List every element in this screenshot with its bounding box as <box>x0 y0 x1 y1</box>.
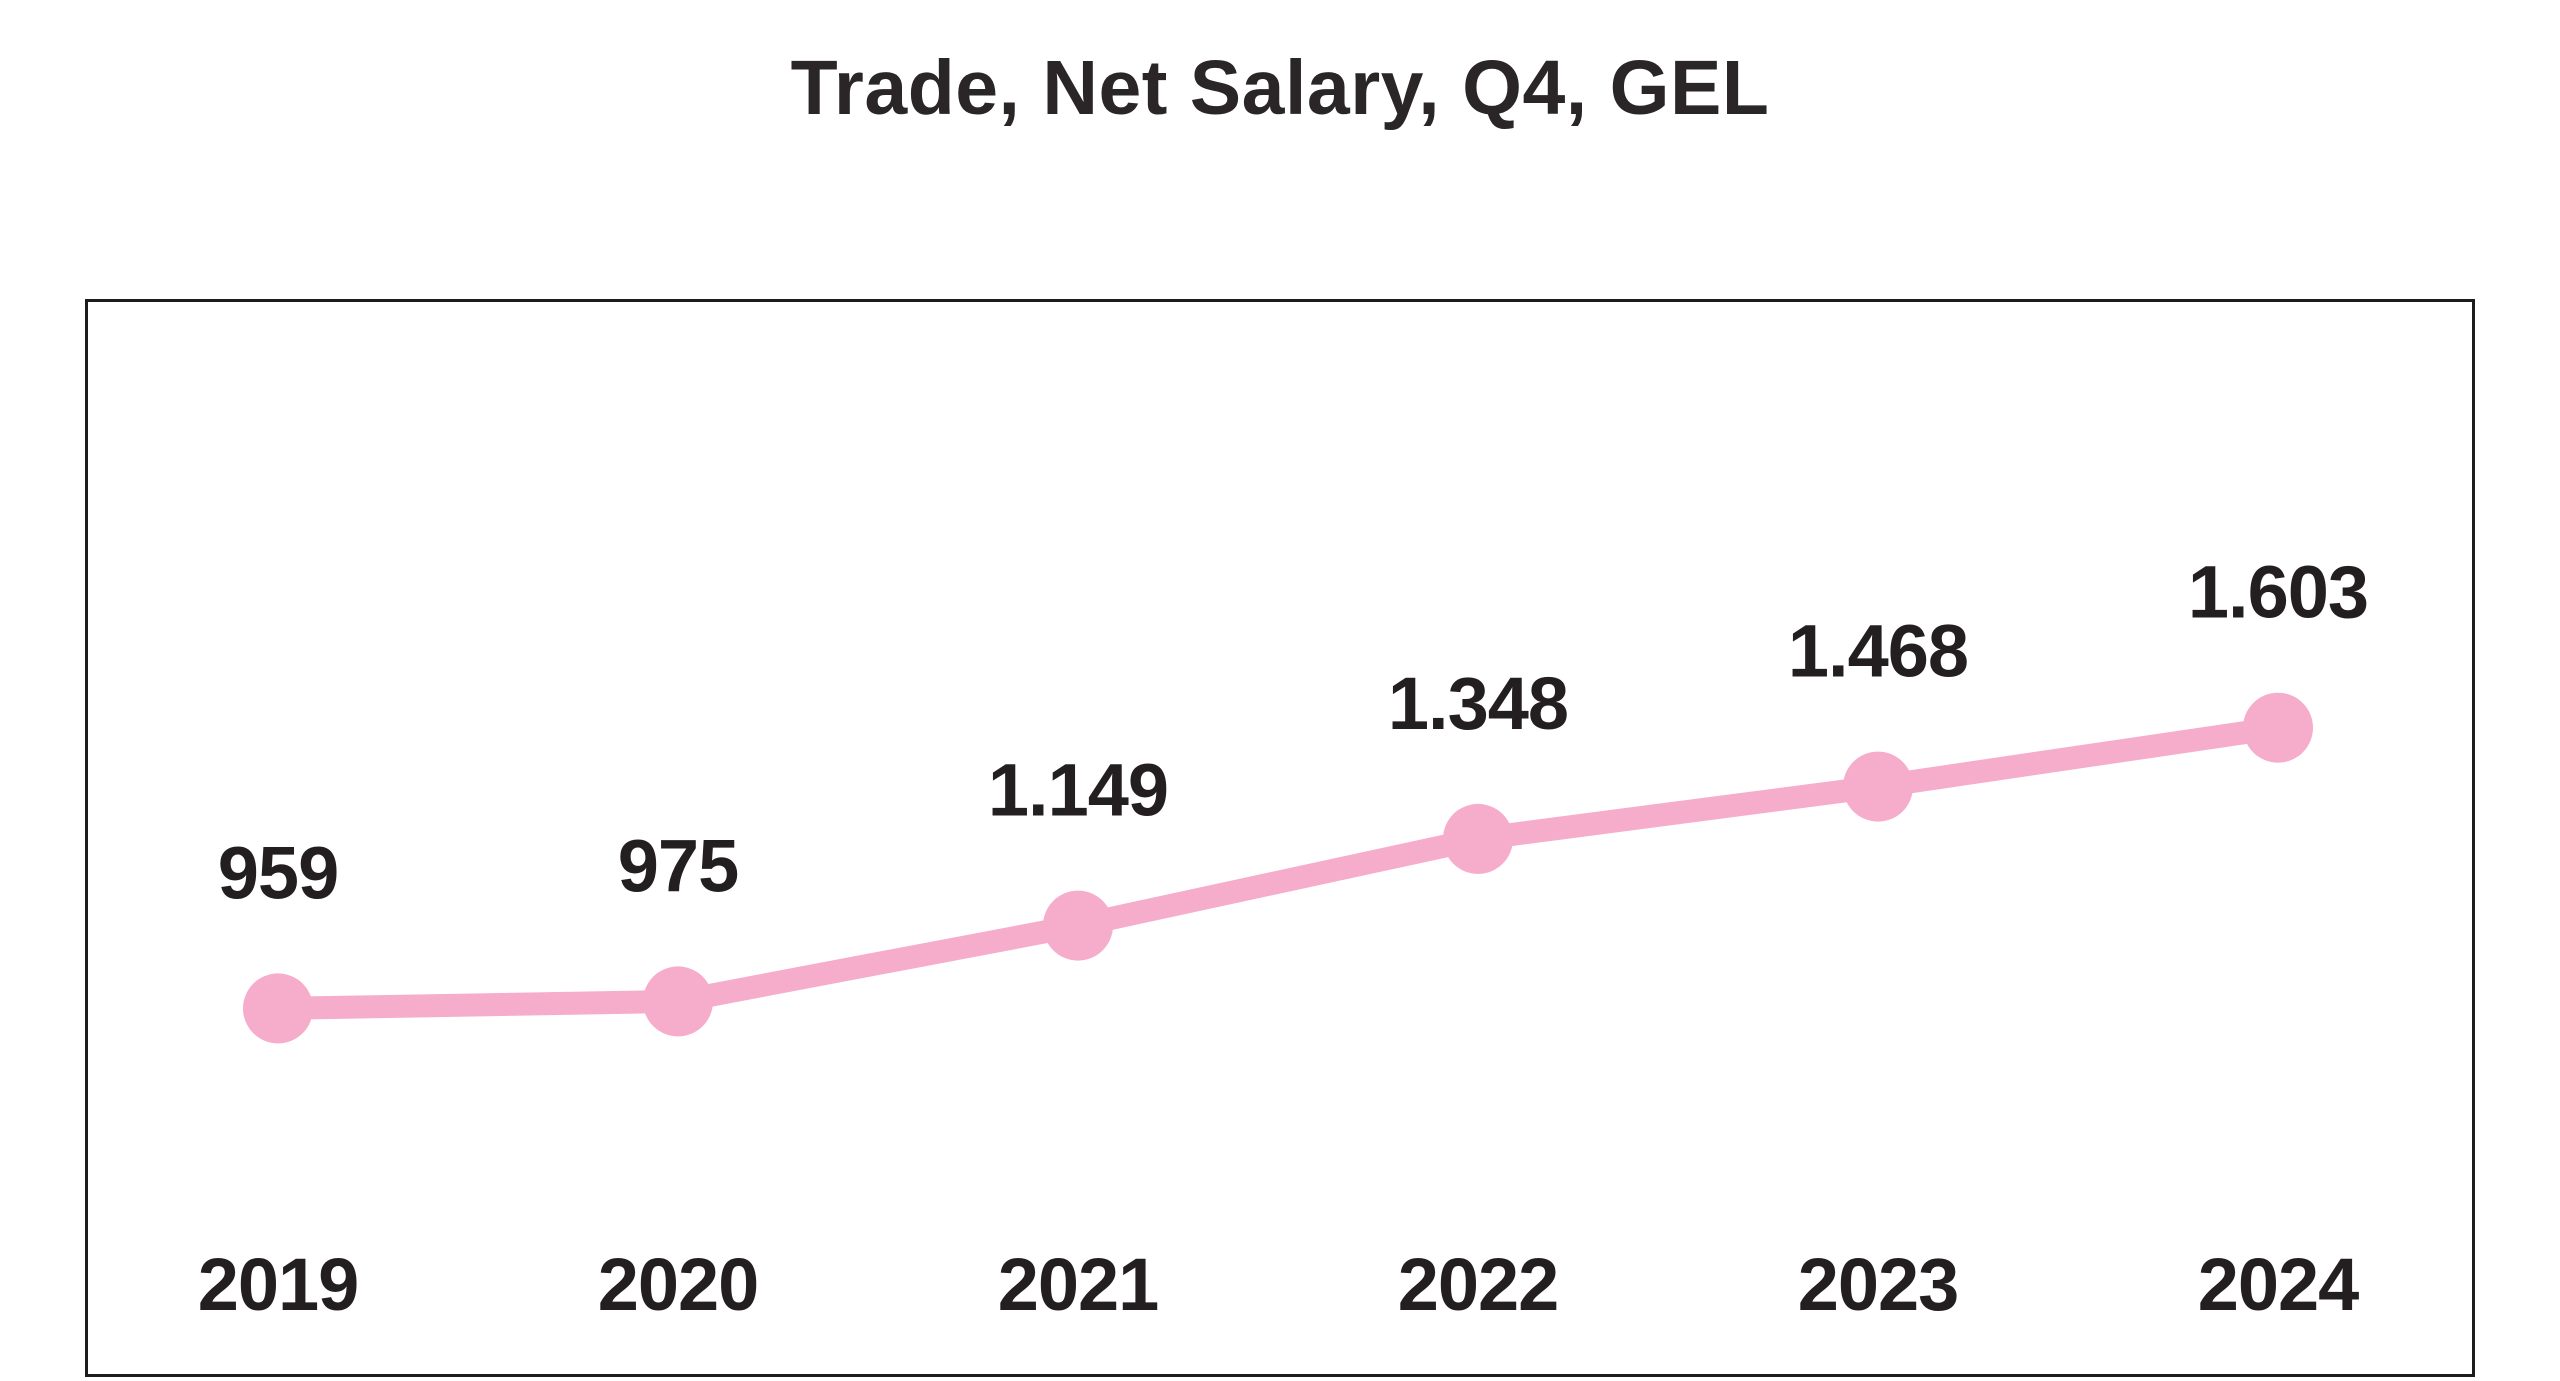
x-tick-2021: 2021 <box>998 1243 1159 1326</box>
x-tick-2020: 2020 <box>598 1243 759 1326</box>
x-tick-2019: 2019 <box>198 1243 359 1326</box>
series-line <box>266 716 2290 1020</box>
chart-title: Trade, Net Salary, Q4, GEL <box>790 45 1770 131</box>
x-tick-2024: 2024 <box>2198 1243 2359 1326</box>
data-point-2020 <box>643 966 713 1037</box>
data-label-2023: 1.468 <box>1788 610 1968 693</box>
data-label-2022: 1.348 <box>1388 662 1568 745</box>
data-label-2024: 1.603 <box>2188 551 2368 634</box>
data-label-2021: 1.149 <box>988 749 1168 832</box>
data-label-2019: 959 <box>218 831 338 914</box>
data-point-2024 <box>2243 692 2313 763</box>
x-tick-2022: 2022 <box>1398 1243 1559 1326</box>
data-point-2022 <box>1443 803 1513 874</box>
data-point-2019 <box>243 973 313 1044</box>
data-label-2020: 975 <box>618 824 738 907</box>
line-chart-svg: 959 2019 975 2020 1.149 2021 1.348 2022 1.468 202… <box>198 551 2369 1326</box>
x-tick-2023: 2023 <box>1798 1243 1959 1326</box>
data-point-2021 <box>1043 890 1113 961</box>
plot-area: 959 2019 975 2020 1.149 2021 1.348 2022 1.468 202… <box>85 299 2475 1377</box>
data-point-2023 <box>1843 751 1913 822</box>
